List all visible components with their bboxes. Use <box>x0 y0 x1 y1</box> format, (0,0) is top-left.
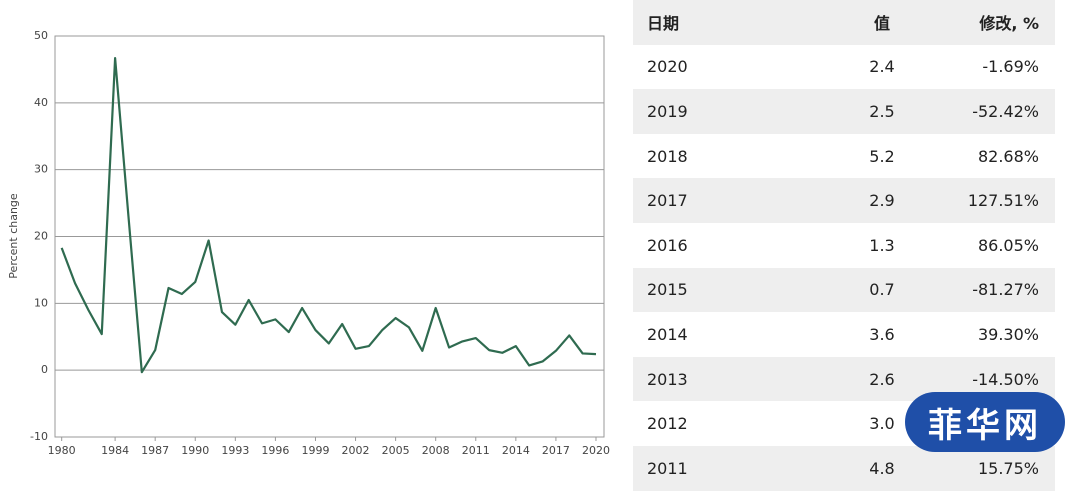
table-cell: 39.30% <box>977 324 1039 344</box>
x-tick-label: 2011 <box>462 444 490 457</box>
x-tick-label: 1980 <box>48 444 76 457</box>
table-cell: 82.68% <box>977 146 1039 166</box>
y-tick-label: 20 <box>34 230 48 243</box>
x-tick-label: 1987 <box>141 444 169 457</box>
table-cell: 15.75% <box>977 458 1039 478</box>
x-tick-label: 2014 <box>502 444 530 457</box>
y-tick-label: 0 <box>41 363 48 376</box>
x-tick-label: 1996 <box>261 444 289 457</box>
x-tick-label: 1999 <box>301 444 329 457</box>
y-tick-label: -10 <box>30 430 48 443</box>
table-row: 2017 2.9 127.51% <box>633 178 1055 223</box>
table-cell: 2014 <box>647 324 688 344</box>
table-cell: 2.4 <box>869 57 895 77</box>
x-tick-label: 2017 <box>542 444 570 457</box>
table-cell: 2017 <box>647 191 688 211</box>
table-cell: 3.0 <box>869 414 895 434</box>
x-tick-label: 2008 <box>422 444 450 457</box>
table-row: 2014 3.6 39.30% <box>633 312 1055 357</box>
watermark: 菲华网 <box>905 392 1065 452</box>
x-tick-label: 2020 <box>582 444 610 457</box>
table-cell: 修改, % <box>979 14 1039 34</box>
table-cell: 4.8 <box>869 458 895 478</box>
data-line <box>60 56 597 374</box>
y-axis-label: Percent change <box>7 193 20 279</box>
table-cell: 值 <box>873 14 890 34</box>
table-cell: 86.05% <box>977 235 1039 255</box>
table-cell: 3.6 <box>869 324 895 344</box>
table-cell: 日期 <box>647 14 680 34</box>
y-tick-label: 10 <box>34 296 48 309</box>
table-row: 日期 值 修改, % <box>633 0 1055 45</box>
table-cell: 2012 <box>647 414 688 434</box>
table-cell: 2011 <box>647 458 688 478</box>
table-cell: -52.42% <box>972 101 1039 121</box>
table-row: 2011 4.8 15.75% <box>633 445 1055 491</box>
table-cell: 2019 <box>647 101 688 121</box>
table-cell: 2013 <box>647 369 688 389</box>
table-cell: 2015 <box>647 280 688 300</box>
x-tick-label: 1984 <box>101 444 129 457</box>
data-table: 日期 值 修改, % 2020 2.4 -1.69% 2019 2.5 -52.42% 2018 5… <box>633 0 1055 491</box>
x-tick-label: 1990 <box>181 444 209 457</box>
table-row: 2019 2.5 -52.42% <box>633 89 1055 134</box>
table-cell: 1.3 <box>869 235 895 255</box>
page: Percent change -10 0 10 20 30 40 50 1980 1984 198… <box>7 0 1065 491</box>
table-cell: -1.69% <box>982 57 1039 77</box>
y-tick-label: 50 <box>34 29 48 42</box>
table-cell: 2.5 <box>869 101 895 121</box>
table-row: 2020 2.4 -1.69% <box>633 45 1055 90</box>
table-cell: 0.7 <box>869 280 895 300</box>
y-tick-label: 40 <box>34 96 48 109</box>
table-row: 2018 5.2 82.68% <box>633 134 1055 179</box>
table-cell: 2020 <box>647 57 688 77</box>
x-tick-label: 1993 <box>221 444 249 457</box>
x-tick-label: 2005 <box>382 444 410 457</box>
chart: Percent change -10 0 10 20 30 40 50 1980 1984 198… <box>7 29 610 457</box>
table-cell: 127.51% <box>967 191 1039 211</box>
x-tick-label: 2002 <box>342 444 370 457</box>
y-tick-label: 30 <box>34 163 48 176</box>
table-cell: 2.6 <box>869 369 895 389</box>
table-row: 2015 0.7 -81.27% <box>633 267 1055 313</box>
table-cell: 2018 <box>647 146 688 166</box>
table-cell: -14.50% <box>972 369 1039 389</box>
table-row: 2016 1.3 86.05% <box>633 223 1055 268</box>
table-cell: 5.2 <box>869 146 895 166</box>
table-cell: 2016 <box>647 235 688 255</box>
table-cell: -81.27% <box>972 280 1039 300</box>
table-cell: 2.9 <box>869 191 895 211</box>
